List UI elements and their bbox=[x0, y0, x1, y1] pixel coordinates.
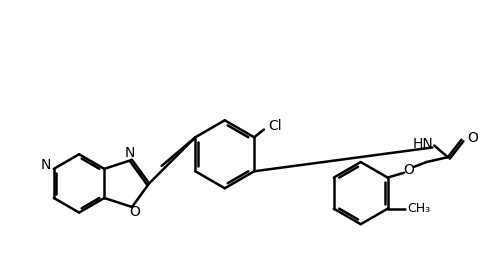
Text: O: O bbox=[130, 205, 141, 219]
Text: N: N bbox=[125, 146, 135, 160]
Text: CH₃: CH₃ bbox=[407, 202, 430, 215]
Text: O: O bbox=[467, 131, 478, 145]
Text: Cl: Cl bbox=[268, 119, 282, 133]
Text: O: O bbox=[403, 163, 414, 177]
Text: HN: HN bbox=[412, 136, 433, 151]
Text: N: N bbox=[41, 158, 51, 172]
